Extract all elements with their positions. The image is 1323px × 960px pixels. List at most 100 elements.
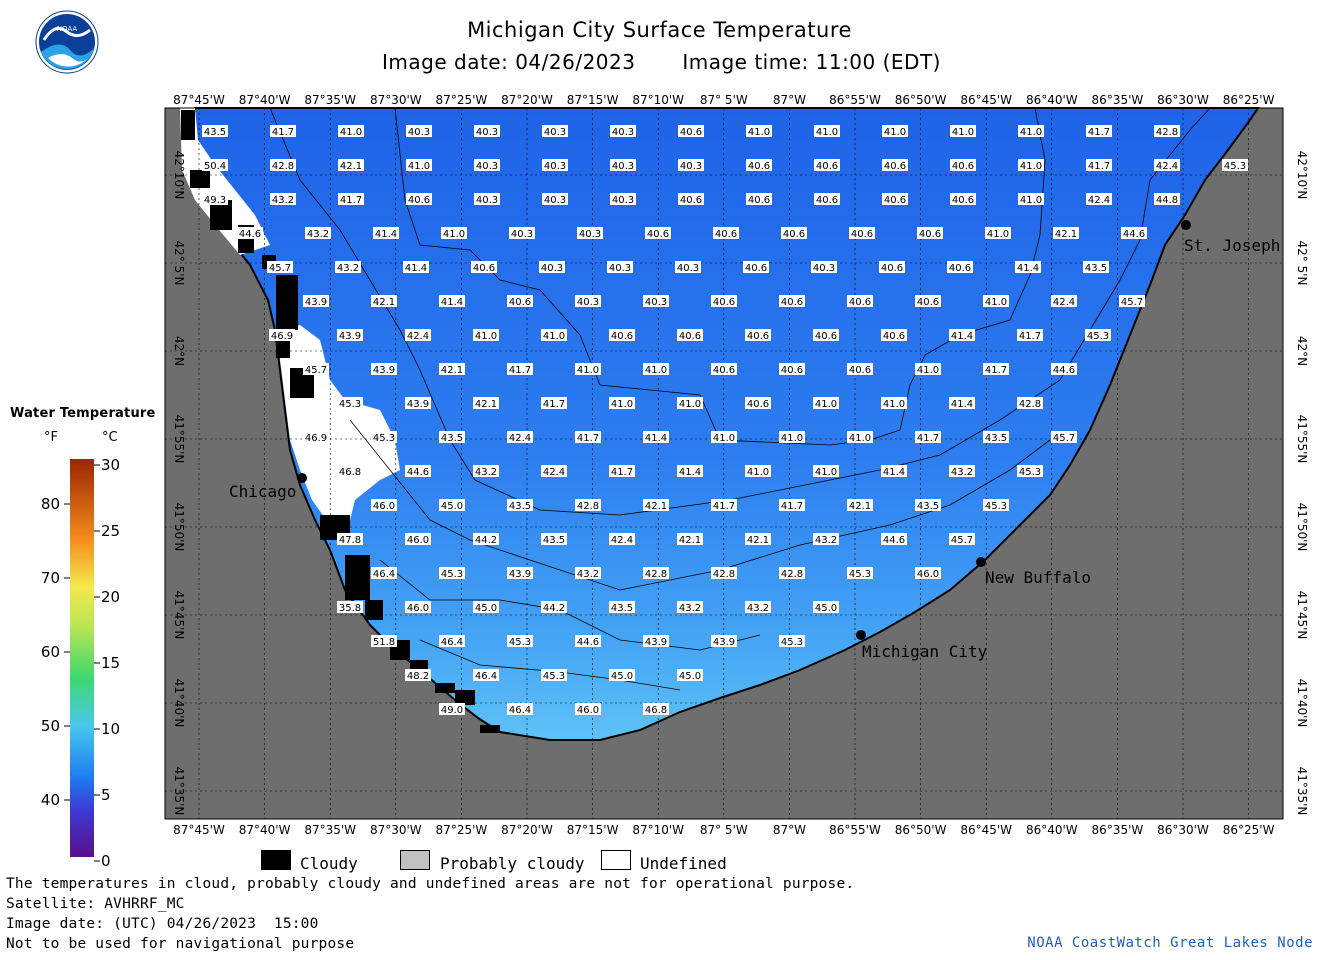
temperature-label: 40.6: [781, 227, 807, 240]
svg-text:42.1: 42.1: [849, 501, 871, 512]
longitude-labels-bottom: 87°45'W 87°40'W 87°35'W 87°30'W 87°25'W 87°20…: [173, 823, 1274, 837]
temperature-label: 45.7: [1119, 295, 1145, 308]
temperature-label: 40.3: [675, 261, 701, 274]
svg-text:45.7: 45.7: [305, 365, 327, 376]
svg-text:40.3: 40.3: [612, 195, 634, 206]
temperature-label: 45.0: [439, 499, 465, 512]
temperature-label: 43.9: [643, 635, 669, 648]
latitude-label: 42°N: [172, 336, 186, 366]
celsius-tick-label: 30: [101, 456, 120, 474]
temperature-label: 45.3: [983, 499, 1009, 512]
temperature-label: 42.4: [507, 431, 533, 444]
svg-text:42.1: 42.1: [475, 399, 497, 410]
longitude-label: 87°30'W: [370, 93, 422, 107]
svg-text:45.0: 45.0: [441, 501, 463, 512]
temperature-label: 40.3: [542, 159, 568, 172]
city-dot-st-joseph: [1181, 220, 1191, 230]
svg-text:40.6: 40.6: [949, 263, 971, 274]
svg-text:41.0: 41.0: [611, 399, 633, 410]
temperature-label: 45.3: [1222, 159, 1248, 172]
temperature-label: 42.1: [847, 499, 873, 512]
svg-text:42.8: 42.8: [577, 501, 599, 512]
svg-text:40.6: 40.6: [473, 263, 495, 274]
svg-text:41.0: 41.0: [340, 127, 362, 138]
svg-text:40.6: 40.6: [816, 161, 838, 172]
longitude-label: 87° 5'W: [700, 93, 748, 107]
temperature-label: 41.4: [373, 227, 399, 240]
svg-text:42.1: 42.1: [679, 535, 701, 546]
svg-text:44.6: 44.6: [577, 637, 599, 648]
temperature-label: 45.0: [609, 669, 635, 682]
longitude-label: 86°45'W: [960, 93, 1012, 107]
temperature-label: 43.9: [507, 567, 533, 580]
temperature-label: 41.7: [915, 431, 941, 444]
celsius-tick-label: 15: [101, 654, 120, 672]
svg-text:46.0: 46.0: [407, 535, 429, 546]
temperature-label: 44.6: [575, 635, 601, 648]
temperature-label: 40.6: [471, 261, 497, 274]
svg-text:45.7: 45.7: [1053, 433, 1075, 444]
temperature-label: 42.1: [745, 533, 771, 546]
svg-text:42.1: 42.1: [1055, 229, 1077, 240]
svg-text:40.6: 40.6: [849, 365, 871, 376]
svg-text:40.3: 40.3: [609, 263, 631, 274]
temperature-label: 40.3: [474, 159, 500, 172]
footer-credit: NOAA CoastWatch Great Lakes Node: [1027, 935, 1313, 951]
temperature-label: 43.2: [745, 601, 771, 614]
latitude-label: 41°50'N: [1295, 503, 1309, 552]
temperature-label: 44.6: [881, 533, 907, 546]
temperature-label: 40.3: [406, 125, 432, 138]
temperature-label: 45.3: [541, 669, 567, 682]
temperature-label: 41.0: [677, 397, 703, 410]
latitude-label: 41°45'N: [172, 591, 186, 640]
temperature-label: 40.3: [610, 125, 636, 138]
city-label-st-joseph: St. Joseph: [1184, 236, 1280, 255]
temperature-label: 41.4: [949, 397, 975, 410]
svg-text:46.4: 46.4: [509, 705, 531, 716]
svg-text:40.3: 40.3: [544, 127, 566, 138]
undefined-swatch: [601, 850, 631, 870]
temperature-label: 41.7: [711, 499, 737, 512]
temperature-label: 40.6: [678, 125, 704, 138]
svg-text:43.9: 43.9: [373, 365, 395, 376]
svg-text:41.0: 41.0: [645, 365, 667, 376]
temperature-label: 40.6: [847, 363, 873, 376]
svg-text:43.9: 43.9: [713, 637, 735, 648]
temperature-label: 50.4: [202, 159, 228, 172]
svg-text:41.0: 41.0: [443, 229, 465, 240]
svg-text:40.6: 40.6: [715, 229, 737, 240]
svg-text:41.4: 41.4: [405, 263, 427, 274]
longitude-label: 87°35'W: [304, 93, 356, 107]
svg-text:41.7: 41.7: [1088, 127, 1110, 138]
svg-text:44.2: 44.2: [475, 535, 497, 546]
temperature-label: 43.5: [915, 499, 941, 512]
svg-text:40.3: 40.3: [544, 161, 566, 172]
svg-text:41.0: 41.0: [1020, 127, 1042, 138]
temperature-label: 44.6: [1121, 227, 1147, 240]
temperature-label: 40.6: [743, 261, 769, 274]
svg-text:40.6: 40.6: [509, 297, 531, 308]
latitude-label: 42°10'N: [1295, 151, 1309, 200]
temperature-label: 42.8: [643, 567, 669, 580]
longitude-label: 87°15'W: [567, 823, 619, 837]
temperature-label: 41.7: [1086, 159, 1112, 172]
city-label-new-buffalo: New Buffalo: [985, 568, 1091, 587]
city-label-chicago: Chicago: [229, 482, 296, 501]
legend-title: Water Temperature: [10, 406, 156, 421]
svg-text:41.7: 41.7: [611, 467, 633, 478]
svg-text:44.6: 44.6: [883, 535, 905, 546]
temperature-label: 41.7: [338, 193, 364, 206]
temperature-label: 46.0: [405, 601, 431, 614]
longitude-label: 87°10'W: [632, 823, 684, 837]
footer-note: The temperatures in cloud, probably clou…: [6, 876, 855, 892]
temperature-label: 46.4: [473, 669, 499, 682]
svg-text:43.5: 43.5: [204, 127, 226, 138]
svg-text:41.4: 41.4: [679, 467, 701, 478]
svg-text:41.4: 41.4: [645, 433, 667, 444]
temperature-label: 41.7: [1017, 329, 1043, 342]
svg-text:45.0: 45.0: [611, 671, 633, 682]
temperature-label: 42.8: [779, 567, 805, 580]
temperature-label: 42.4: [609, 533, 635, 546]
temperature-label: 40.6: [645, 227, 671, 240]
temperature-label: 41.4: [1015, 261, 1041, 274]
